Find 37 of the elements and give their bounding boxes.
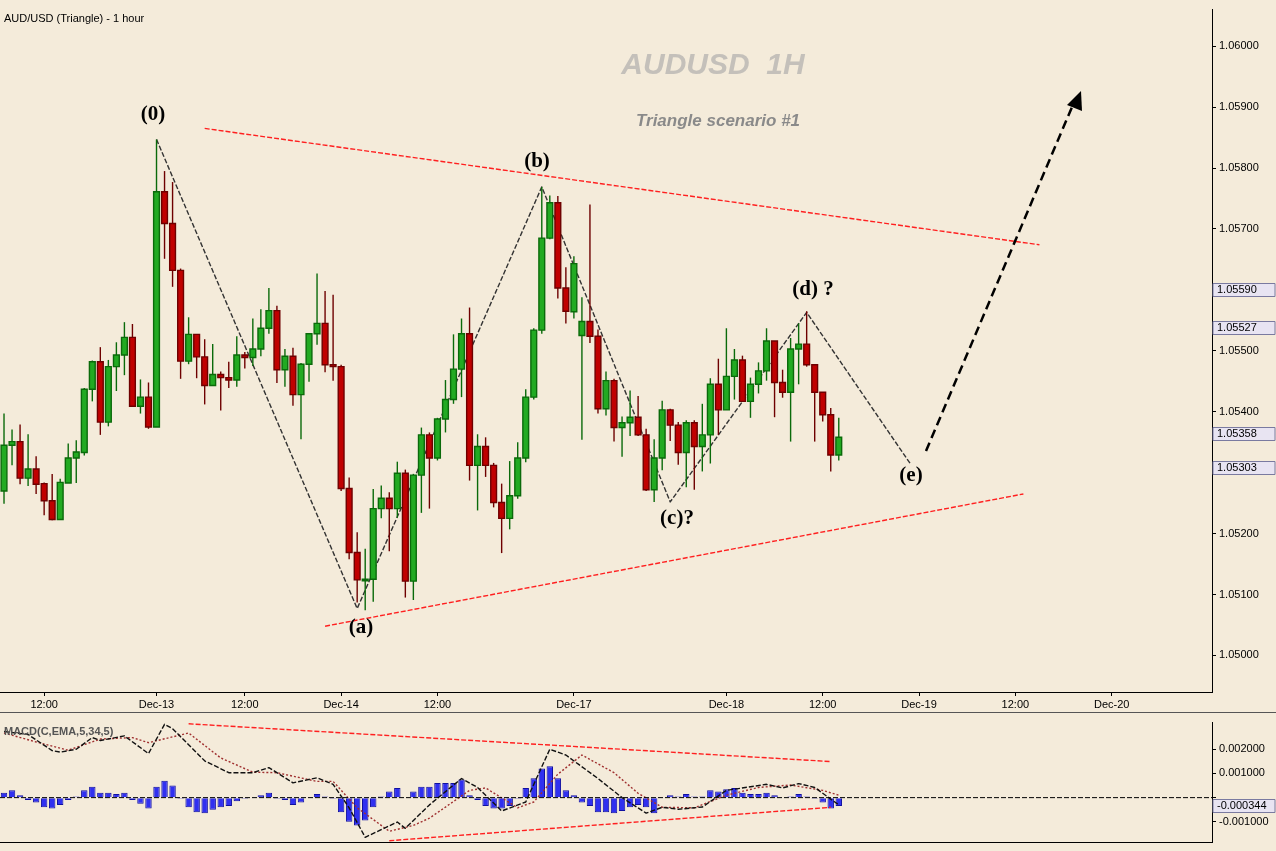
- y-tick-label: 1.05500: [1219, 343, 1259, 356]
- annotation: (0): [140, 101, 166, 126]
- x-tick-label: 12:00: [30, 697, 58, 710]
- y-tick-label: 1.05400: [1219, 404, 1259, 417]
- annotation: (a): [348, 614, 374, 639]
- x-tick-label: 12:00: [1001, 697, 1030, 710]
- x-tick-label: Dec-14: [323, 697, 359, 710]
- y-tick-label: 1.05000: [1219, 648, 1259, 661]
- chart-title: MACD(C,EMA,5,34,5): [4, 724, 114, 737]
- y-tick-label: 0.002000: [1219, 742, 1265, 755]
- x-tick-label: 12:00: [231, 697, 259, 710]
- x-tick-label: 12:00: [423, 697, 452, 710]
- x-tick-label: Dec-19: [901, 697, 937, 710]
- y-tick-label: 1.05900: [1219, 100, 1259, 113]
- x-tick-label: Dec-20: [1093, 697, 1130, 710]
- x-tick-label: Dec-13: [138, 697, 175, 710]
- y-tick-label: 1.05700: [1219, 221, 1259, 234]
- annotation: (c)?: [660, 505, 694, 530]
- text: 1.05590: [1217, 283, 1257, 296]
- text: 1.05303: [1217, 461, 1257, 474]
- y-tick-label: 1.05200: [1219, 526, 1259, 539]
- text: -0.000344: [1217, 799, 1267, 812]
- annotation: (e): [899, 462, 923, 487]
- x-tick-label: 12:00: [808, 697, 837, 710]
- x-tick-label: Dec-17: [556, 697, 592, 710]
- y-tick-label: 1.05800: [1219, 161, 1259, 174]
- y-tick-label: 0.001000: [1219, 766, 1265, 779]
- annotation: (b): [524, 148, 550, 173]
- annotation: Triangle scenario #1: [635, 110, 801, 130]
- y-tick-label: 1.05100: [1219, 587, 1259, 600]
- chart-title: AUD/USD (Triangle) - 1 hour: [4, 11, 145, 24]
- text: 1.05358: [1217, 427, 1257, 440]
- annotation: (d) ?: [792, 276, 834, 301]
- x-tick-label: Dec-18: [708, 697, 745, 710]
- text: 1.05527: [1217, 321, 1257, 334]
- y-tick-label: -0.001000: [1219, 814, 1269, 827]
- y-tick-label: 1.06000: [1219, 39, 1259, 52]
